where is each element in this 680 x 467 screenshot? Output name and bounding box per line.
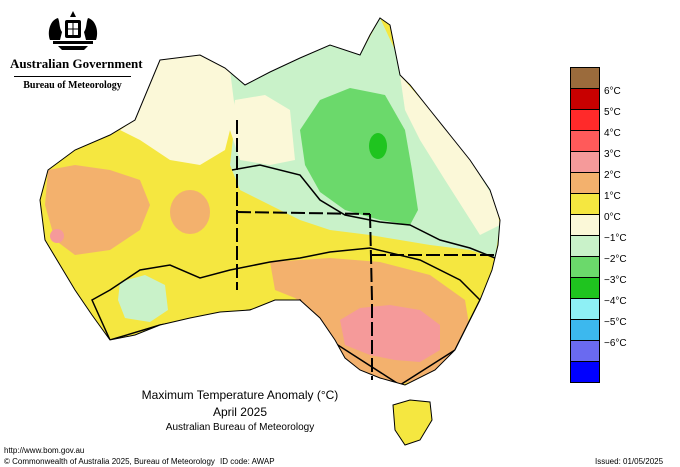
map-zone-dark-green	[369, 133, 387, 159]
map-zone-cream-east	[400, 75, 500, 235]
contour-zero-north	[231, 164, 496, 259]
legend-label: 3°C	[604, 149, 621, 160]
tasmania	[392, 399, 433, 446]
legend-label: −1°C	[604, 233, 627, 244]
agency-label: Bureau of Meteorology	[23, 80, 122, 91]
australia-outline	[39, 17, 501, 386]
map-zone-cream-north	[120, 55, 235, 165]
legend-swatch	[570, 130, 600, 152]
legend-swatch	[570, 340, 600, 362]
legend-swatch	[570, 277, 600, 299]
logo-divider	[14, 76, 131, 77]
legend-swatch	[570, 298, 600, 320]
legend-swatch	[570, 193, 600, 215]
footer-url[interactable]: http://www.bom.gov.au	[4, 446, 85, 455]
legend-swatch	[570, 235, 600, 257]
state-borders	[236, 120, 495, 380]
map-zone-orange-centre	[170, 190, 210, 234]
legend-label: −5°C	[604, 317, 627, 328]
map-title: Maximum Temperature Anomaly (°C)	[141, 388, 339, 402]
legend-label: 4°C	[604, 128, 621, 139]
map-zone-pink-west	[50, 229, 64, 243]
legend-label: 2°C	[604, 170, 621, 181]
footer-issued: Issued: 01/05/2025	[595, 457, 664, 466]
legend-swatch	[570, 172, 600, 194]
legend-swatch	[570, 109, 600, 131]
map-period: April 2025	[212, 405, 268, 419]
government-label: Australian Government	[10, 56, 143, 71]
legend-swatch	[570, 319, 600, 341]
anomaly-map	[39, 17, 501, 446]
legend-swatch	[570, 88, 600, 110]
legend-label: −6°C	[604, 338, 627, 349]
legend-label: −3°C	[604, 275, 627, 286]
bom-logo: Australian Government Bureau of Meteorol…	[10, 10, 143, 91]
map-zone-cream-centre	[230, 95, 295, 165]
map-source: Australian Bureau of Meteorology	[165, 422, 315, 433]
map-zone-green	[300, 88, 418, 225]
footer-copyright: © Commonwealth of Australia 2025, Bureau…	[4, 457, 215, 466]
coat-of-arms-icon	[48, 11, 97, 50]
legend-swatch	[570, 151, 600, 173]
map-zone-orange-west	[45, 165, 150, 255]
legend-label: −2°C	[604, 254, 627, 265]
legend-label: −4°C	[604, 296, 627, 307]
legend-swatch	[570, 214, 600, 236]
legend-swatch	[570, 256, 600, 278]
legend-label: 5°C	[604, 107, 621, 118]
color-legend	[570, 67, 600, 383]
map-zone-light-green-southwest	[118, 275, 168, 322]
legend-label: 0°C	[604, 212, 621, 223]
legend-label: 6°C	[604, 86, 621, 97]
map-title-block: Maximum Temperature Anomaly (°C) April 2…	[110, 388, 370, 433]
legend-label: 1°C	[604, 191, 621, 202]
map-zone-pink-southeast	[340, 305, 440, 362]
legend-swatch	[570, 67, 600, 89]
footer-id-code: ID code: AWAP	[220, 457, 275, 466]
legend-swatch	[570, 361, 600, 383]
